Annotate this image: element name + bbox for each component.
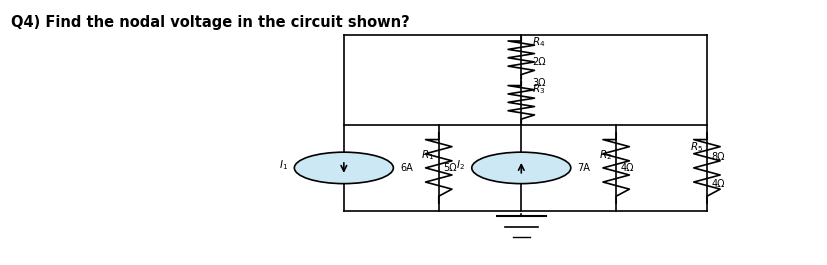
Text: 3Ω: 3Ω [532,78,545,88]
Text: $R_4$: $R_4$ [532,36,545,49]
Text: $R_5$: $R_5$ [689,140,702,154]
Text: $I_1$: $I_1$ [279,158,288,172]
Text: 5Ω: 5Ω [442,163,456,173]
Text: 8Ω: 8Ω [710,152,724,162]
Text: 7A: 7A [576,163,590,173]
Text: $R_2$: $R_2$ [598,148,611,162]
Circle shape [294,152,393,184]
Text: 4Ω: 4Ω [619,163,633,173]
Text: 2Ω: 2Ω [532,57,545,67]
Text: 4Ω: 4Ω [710,179,724,189]
Text: 6A: 6A [399,163,412,173]
Text: $I_2$: $I_2$ [456,158,465,172]
Circle shape [471,152,570,184]
Text: $R_1$: $R_1$ [421,148,434,162]
Text: $R_3$: $R_3$ [532,83,545,96]
Text: Q4) Find the nodal voltage in the circuit shown?: Q4) Find the nodal voltage in the circui… [12,15,409,29]
